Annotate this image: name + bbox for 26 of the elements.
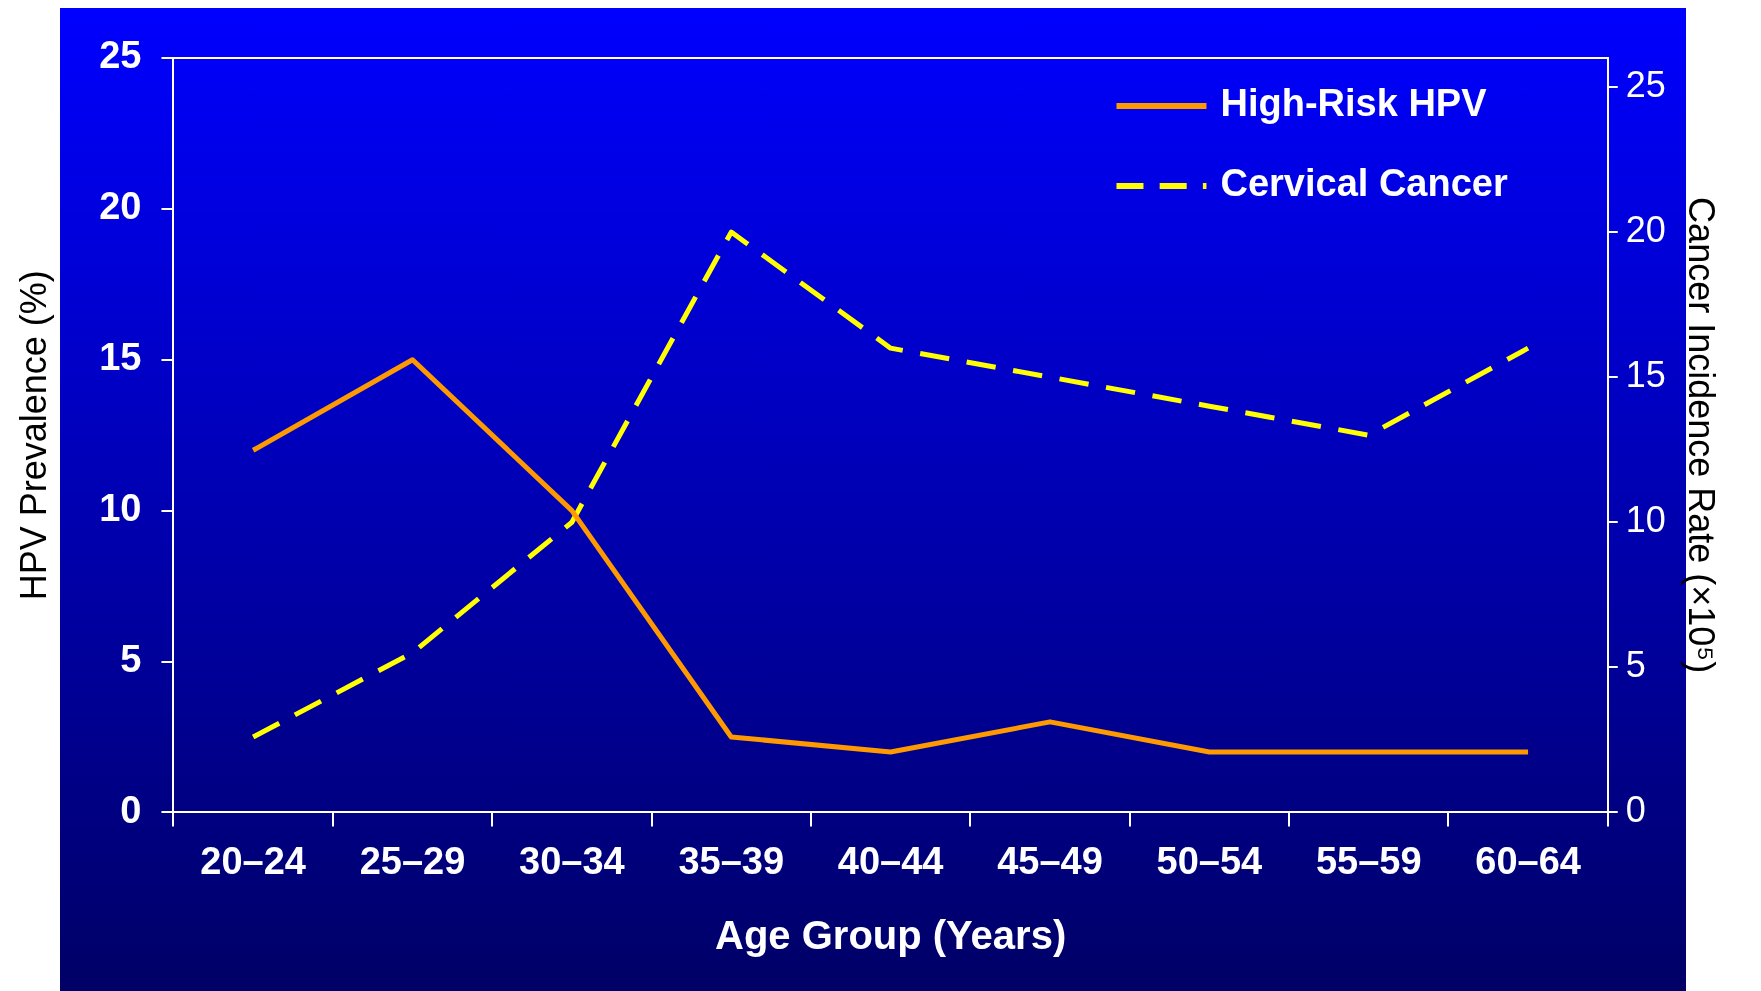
x-axis-title: Age Group (Years) xyxy=(715,913,1067,958)
legend-label: Cervical Cancer xyxy=(1220,162,1508,205)
y2-tick-label: 20 xyxy=(1625,209,1666,251)
y-tick-label: 0 xyxy=(120,788,142,831)
y-tick-label: 15 xyxy=(99,336,142,379)
y2-tick-label: 25 xyxy=(1625,63,1666,105)
legend-label: High-Risk HPV xyxy=(1220,82,1488,125)
x-tick-label: 20–24 xyxy=(200,839,306,882)
x-tick-label: 45–49 xyxy=(997,839,1103,882)
y2-tick-label: 5 xyxy=(1625,644,1646,686)
y-tick-label: 25 xyxy=(99,34,142,77)
y2-axis-title: Cancer Incidence Rate (×10⁵) xyxy=(1681,197,1723,674)
y2-tick-label: 0 xyxy=(1625,789,1646,831)
x-tick-label: 25–29 xyxy=(359,839,466,882)
x-tick-label: 50–54 xyxy=(1156,839,1263,882)
y2-tick-label: 10 xyxy=(1625,499,1666,541)
x-tick-label: 55–59 xyxy=(1315,839,1422,882)
x-tick-label: 35–39 xyxy=(678,839,785,882)
x-tick-label: 30–34 xyxy=(519,839,625,882)
y-tick-label: 5 xyxy=(120,638,142,680)
y-tick-label: 20 xyxy=(99,185,142,228)
x-tick-label: 60–64 xyxy=(1475,839,1581,882)
y-axis-title: HPV Prevalence (%) xyxy=(12,270,54,601)
y2-tick-label: 15 xyxy=(1625,354,1666,396)
x-tick-label: 40–44 xyxy=(837,839,944,882)
y-tick-label: 10 xyxy=(99,487,142,530)
